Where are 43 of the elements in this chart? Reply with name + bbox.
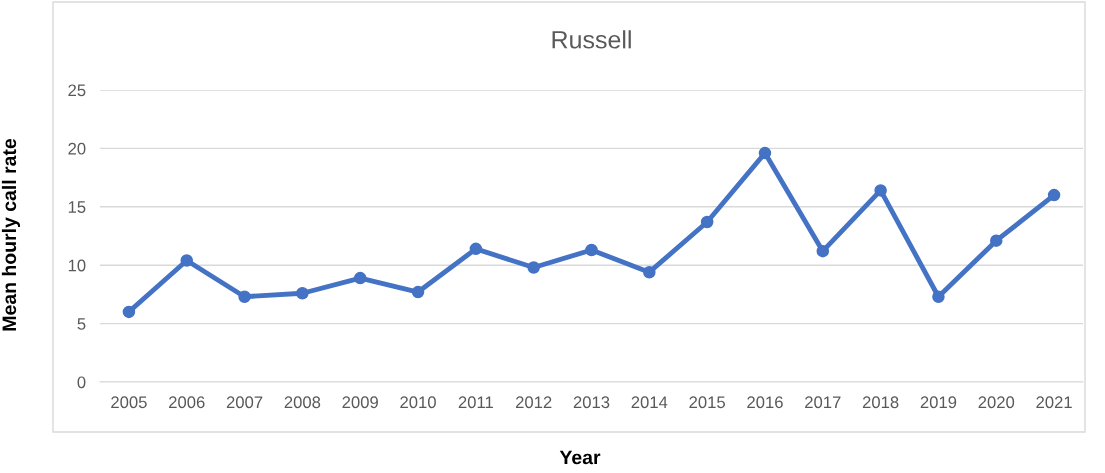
y-tick-label: 25 bbox=[68, 84, 86, 97]
chart-title: Russell bbox=[552, 30, 631, 49]
point bbox=[469, 242, 483, 256]
x-tick-label: 2013 bbox=[573, 396, 610, 409]
x-tick-label: 2011 bbox=[458, 396, 493, 409]
point bbox=[238, 290, 251, 303]
point bbox=[180, 254, 193, 267]
y-tick-label: 0 bbox=[77, 376, 86, 389]
point bbox=[585, 243, 598, 257]
point bbox=[643, 265, 656, 279]
point bbox=[816, 244, 830, 258]
x-tick-label: 2010 bbox=[400, 396, 436, 409]
point bbox=[758, 146, 772, 160]
x-tick-label: 2015 bbox=[689, 396, 725, 409]
y-tick-label: 15 bbox=[68, 201, 86, 213]
point bbox=[296, 286, 309, 300]
x-tick-label: 2014 bbox=[631, 396, 668, 409]
x-tick-label: 2009 bbox=[342, 396, 378, 409]
point bbox=[932, 290, 945, 303]
x-tick-label: 2021 bbox=[1036, 396, 1072, 409]
x-tick-label: 2019 bbox=[920, 396, 957, 409]
x-axis-title: Year bbox=[559, 450, 601, 465]
point bbox=[527, 261, 540, 274]
x-tick-label: 2016 bbox=[747, 396, 783, 409]
point bbox=[353, 271, 367, 285]
point bbox=[990, 234, 1003, 247]
x-tick-label: 2012 bbox=[515, 396, 552, 409]
point bbox=[874, 184, 887, 197]
point bbox=[1047, 188, 1061, 202]
x-tick-label: 2017 bbox=[805, 396, 841, 409]
x-tick-label: 2007 bbox=[226, 396, 263, 409]
x-tick-label: 2020 bbox=[978, 396, 1015, 409]
x-tick-label: 2006 bbox=[169, 396, 205, 409]
y-axis-title: Mean hourly call rate bbox=[1, 138, 20, 331]
y-tick-label: 5 bbox=[77, 318, 86, 330]
y-tick-label: 20 bbox=[68, 142, 86, 155]
point bbox=[700, 215, 714, 229]
point bbox=[122, 305, 136, 319]
y-tick-label: 10 bbox=[68, 259, 86, 272]
x-tick-label: 2018 bbox=[862, 396, 899, 409]
point bbox=[411, 285, 425, 299]
x-tick-label: 2008 bbox=[284, 396, 321, 409]
x-tick-label: 2005 bbox=[111, 396, 147, 409]
